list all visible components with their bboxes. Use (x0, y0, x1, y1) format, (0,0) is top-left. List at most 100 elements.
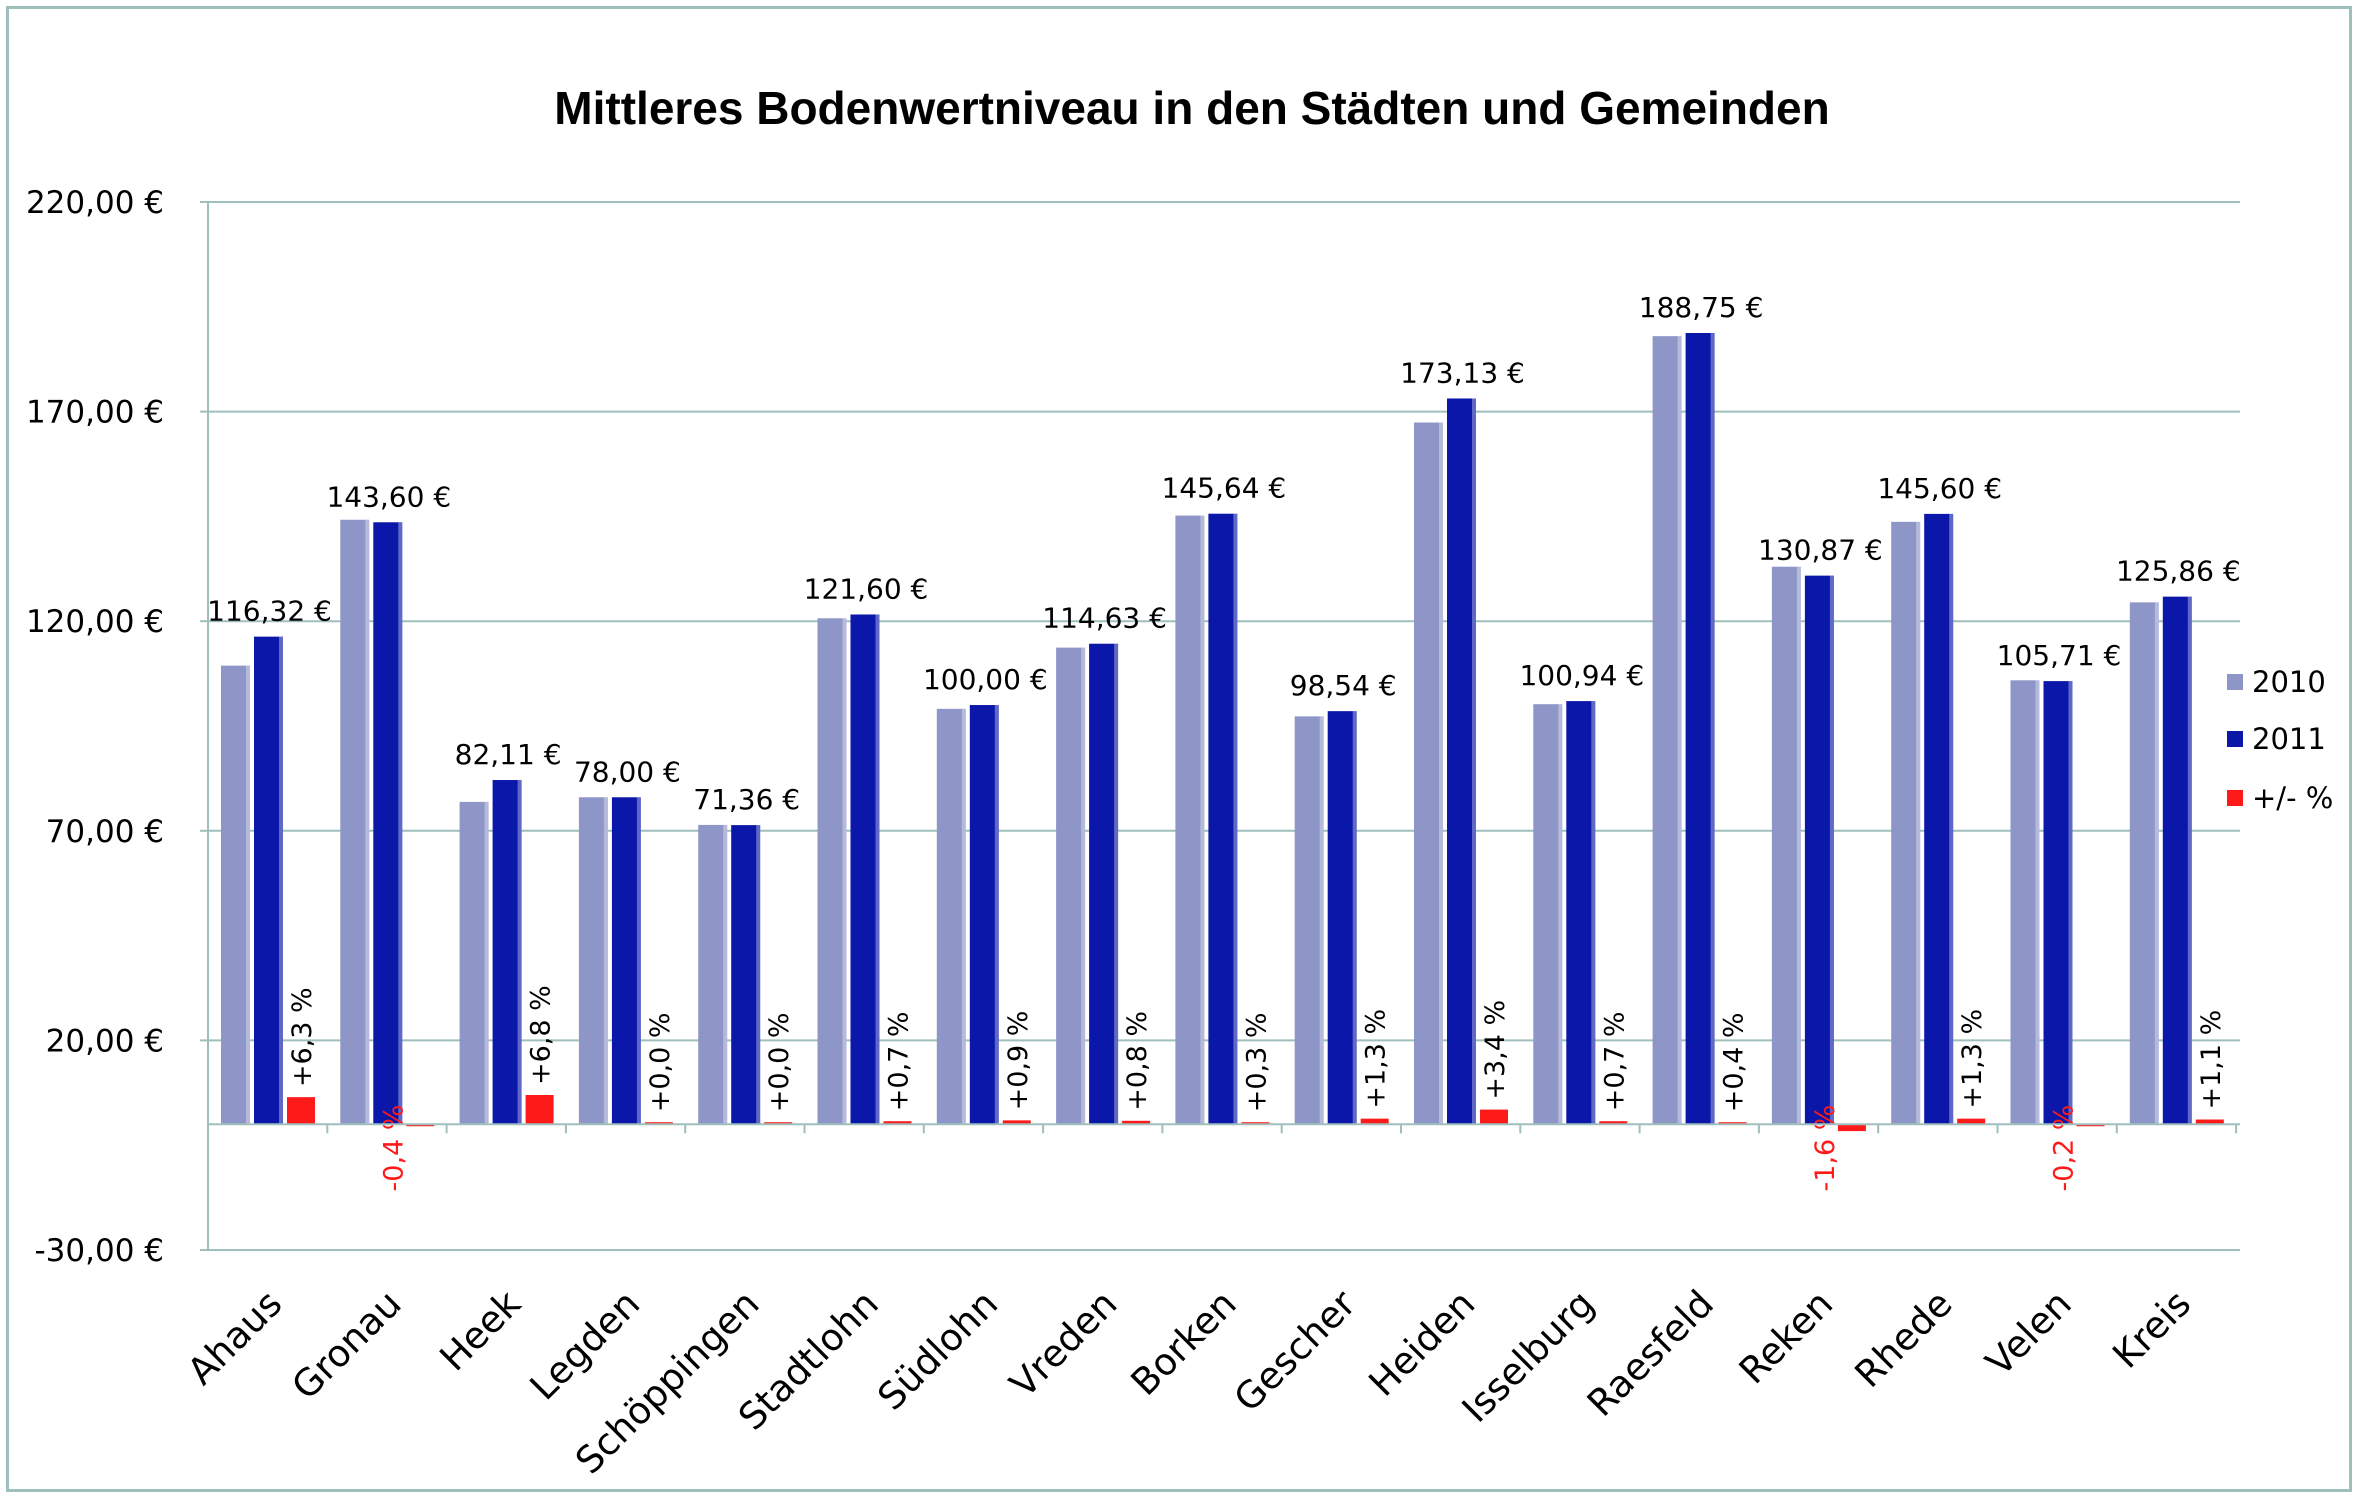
category-label: Kreis (2104, 1282, 2199, 1377)
value-label-2011: 173,13 € (1400, 356, 1525, 389)
bar-2011 (850, 614, 880, 1125)
bar-2010 (1294, 716, 1324, 1125)
bar-2011 (1566, 701, 1596, 1125)
bar-percent-change (883, 1121, 912, 1125)
bar-2010 (221, 665, 250, 1125)
percent-label: +1,3 % (1361, 1009, 1392, 1109)
bar-percent-change (1002, 1120, 1031, 1125)
bar-percent-change (525, 1095, 554, 1125)
legend-swatch (2227, 674, 2243, 690)
bar-2011 (2162, 596, 2192, 1125)
percent-label-negative: -1,6 % (1810, 1105, 1841, 1192)
bar-2010 (936, 708, 966, 1125)
value-label-2011: 78,00 € (574, 755, 681, 788)
bar-2010-highlight (1200, 515, 1205, 1125)
category-label: Heiden (1361, 1282, 1484, 1405)
bar-2010-highlight (1677, 336, 1682, 1125)
category-label: Reken (1731, 1282, 1841, 1392)
bar-2010 (1533, 704, 1563, 1125)
percent-label: +0,9 % (1003, 1011, 1034, 1111)
percent-label: +6,8 % (526, 985, 557, 1085)
bar-2011 (254, 636, 283, 1125)
bar-2011-highlight (1114, 643, 1119, 1125)
bar-2010 (578, 797, 608, 1125)
bar-2011 (373, 522, 403, 1125)
value-label-2011: 143,60 € (326, 480, 451, 513)
bar-2011-highlight (279, 636, 283, 1125)
value-label-2011: 130,87 € (1758, 534, 1883, 567)
bar-2010-highlight (723, 824, 728, 1125)
percent-label: +0,8 % (1122, 1011, 1153, 1111)
percent-label: +0,0 % (645, 1012, 676, 1112)
bar-2011 (731, 825, 761, 1125)
bar-percent-change (1122, 1120, 1151, 1125)
bar-2010-highlight (1916, 521, 1921, 1125)
category-label: Borken (1123, 1282, 1245, 1404)
bar-2011-highlight (2068, 681, 2073, 1125)
bar-2010-highlight (2154, 602, 2159, 1125)
bar-2011-highlight (994, 705, 999, 1125)
bar-percent-change (1837, 1124, 1866, 1132)
bar-2011-highlight (1233, 513, 1238, 1125)
value-label-2011: 114,63 € (1042, 602, 1167, 635)
value-label-2011: 121,60 € (804, 572, 929, 605)
bar-percent-change (1599, 1121, 1628, 1125)
legend-label: 2010 (2252, 665, 2326, 699)
bar-2011 (1089, 643, 1119, 1125)
category-label: Velen (1978, 1282, 2080, 1384)
bar-2010 (817, 618, 847, 1125)
bar-2010-highlight (842, 618, 847, 1125)
bar-2011-highlight (1829, 575, 1834, 1125)
category-label: Vreden (1002, 1282, 1126, 1406)
value-label-2011: 98,54 € (1290, 669, 1397, 702)
bar-2011-highlight (1949, 513, 1954, 1125)
bar-2010 (459, 801, 489, 1125)
category-label: Isselburg (1454, 1282, 1603, 1431)
percent-label: +3,4 % (1480, 1000, 1511, 1100)
bar-2010-highlight (1319, 716, 1324, 1125)
bar-2010-highlight (2035, 680, 2040, 1125)
bar-2011 (1327, 711, 1357, 1125)
percent-label: +0,4 % (1719, 1012, 1750, 1112)
value-label-2011: 145,60 € (1877, 472, 2002, 505)
percent-label: +0,7 % (1599, 1011, 1630, 1111)
bar-2010 (698, 824, 728, 1125)
bar-2011-highlight (756, 825, 761, 1125)
bar-2011 (1924, 513, 1954, 1125)
percent-label: +1,1 % (2196, 1010, 2227, 1110)
bar-2011 (2043, 681, 2073, 1125)
legend-label: +/- % (2252, 781, 2333, 815)
bar-2011-highlight (875, 614, 880, 1125)
category-label: Südlohn (870, 1282, 1007, 1419)
percent-label: +0,3 % (1241, 1012, 1272, 1112)
bar-2010-highlight (1081, 647, 1086, 1125)
bar-2011 (1804, 575, 1834, 1125)
value-label-2011: 125,86 € (2116, 555, 2241, 588)
bar-2010-highlight (961, 708, 966, 1125)
y-tick-label: 220,00 € (26, 185, 164, 221)
bar-2011-highlight (1472, 398, 1476, 1125)
bar-2010 (1414, 422, 1443, 1125)
value-label-2011: 100,94 € (1519, 659, 1644, 692)
bar-2011 (492, 780, 522, 1125)
bar-percent-change (2195, 1119, 2224, 1125)
value-label-2011: 116,32 € (207, 595, 332, 628)
bar-2010 (340, 519, 370, 1125)
category-label: Heek (432, 1282, 530, 1380)
bar-2010 (1652, 336, 1682, 1125)
y-tick-label: 20,00 € (46, 1023, 164, 1059)
bar-2010 (2129, 602, 2159, 1125)
bar-2010-highlight (603, 797, 608, 1125)
value-label-2011: 71,36 € (693, 783, 800, 816)
bar-2011-highlight (398, 522, 403, 1125)
bar-2010 (1056, 647, 1086, 1125)
category-label: Gronau (284, 1282, 410, 1408)
bar-2011-highlight (636, 797, 641, 1125)
percent-label: +0,0 % (764, 1012, 795, 1112)
bar-2011 (611, 797, 641, 1125)
bar-2010-highlight (1558, 704, 1563, 1125)
percent-label-negative: -0,4 % (378, 1105, 409, 1192)
legend-swatch (2227, 790, 2243, 806)
